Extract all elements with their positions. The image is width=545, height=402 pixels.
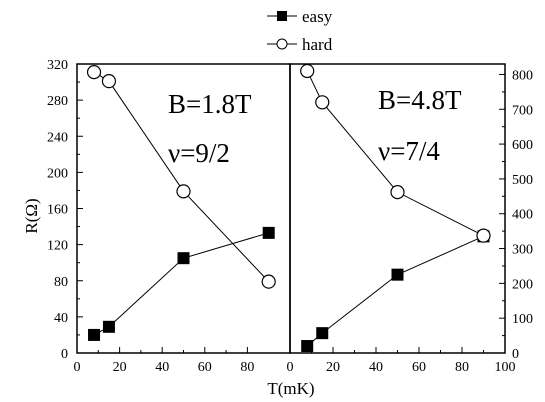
panel-left: 0 40 80 120 160 200 240 280 320 0 20 40 60 80 B=1.8T ν=… xyxy=(47,58,291,375)
data-point-hard xyxy=(300,63,315,79)
series-line-easy xyxy=(93,232,269,336)
x-tick-label: 40 xyxy=(369,360,383,375)
y-tick-label: 600 xyxy=(512,138,533,153)
y-tick-label: 700 xyxy=(512,103,533,118)
data-point-hard xyxy=(476,228,491,243)
x-tick-label: 0 xyxy=(287,360,294,375)
y-tick-label: 300 xyxy=(512,243,533,258)
data-point-easy xyxy=(316,327,329,340)
data-point-hard xyxy=(176,184,191,199)
legend-entry-easy: easy xyxy=(267,7,333,26)
x-tick-label: 60 xyxy=(198,360,212,375)
series-line-hard xyxy=(93,71,270,282)
x-axis-title: T(mK) xyxy=(267,379,314,398)
data-point-easy xyxy=(262,226,275,239)
y-tick-label: 320 xyxy=(47,58,68,73)
y-tick-label: 80 xyxy=(54,275,68,290)
x-tick-label: 20 xyxy=(326,360,340,375)
y-tick-label: 240 xyxy=(47,130,68,145)
y-tick-label: 500 xyxy=(512,173,533,188)
series-line-hard xyxy=(306,70,484,237)
y-tick-label: 800 xyxy=(512,68,533,83)
data-point-hard xyxy=(261,274,276,289)
x-tick-label: 80 xyxy=(455,360,469,375)
legend-label-hard: hard xyxy=(302,35,333,54)
y-tick-label: 100 xyxy=(512,312,533,327)
legend: easy hard xyxy=(267,7,333,54)
y-tick-label: 120 xyxy=(47,239,68,254)
x-tick-label: 0 xyxy=(74,360,81,375)
legend-marker-easy xyxy=(277,11,287,21)
legend-entry-hard: hard xyxy=(267,35,333,54)
annotation-left-0: B=1.8T xyxy=(168,89,252,119)
data-point-easy xyxy=(102,320,115,333)
x-tick-label: 40 xyxy=(155,360,169,375)
data-point-easy xyxy=(301,340,314,353)
y-tick-label: 40 xyxy=(54,311,68,326)
data-point-hard xyxy=(101,74,117,89)
data-point-easy xyxy=(177,252,190,265)
y-tick-label: 0 xyxy=(512,347,519,362)
y-axis-title: R(Ω) xyxy=(22,198,41,233)
y-tick-label: 200 xyxy=(47,166,68,181)
x-tick-label: 60 xyxy=(412,360,426,375)
y-tick-label: 280 xyxy=(47,94,68,109)
legend-marker-hard xyxy=(276,38,288,50)
y-tick-label: 400 xyxy=(512,208,533,223)
y-tick-label: 200 xyxy=(512,277,533,292)
data-point-easy xyxy=(88,328,101,341)
data-point-hard xyxy=(86,65,102,80)
annotation-left-1: ν=9/2 xyxy=(168,138,230,168)
annotation-right-1: ν=7/4 xyxy=(378,136,440,166)
annotation-right-0: B=4.8T xyxy=(378,85,462,115)
x-tick-label: 100 xyxy=(495,360,516,375)
x-tick-label: 80 xyxy=(240,360,254,375)
data-point-hard xyxy=(390,185,405,200)
y-tick-label: 0 xyxy=(61,347,68,362)
series-line-easy xyxy=(306,235,484,347)
data-point-hard xyxy=(315,95,330,110)
x-tick-label: 20 xyxy=(113,360,127,375)
y-tick-label: 160 xyxy=(47,203,68,218)
data-point-easy xyxy=(391,268,404,281)
legend-label-easy: easy xyxy=(302,7,333,26)
